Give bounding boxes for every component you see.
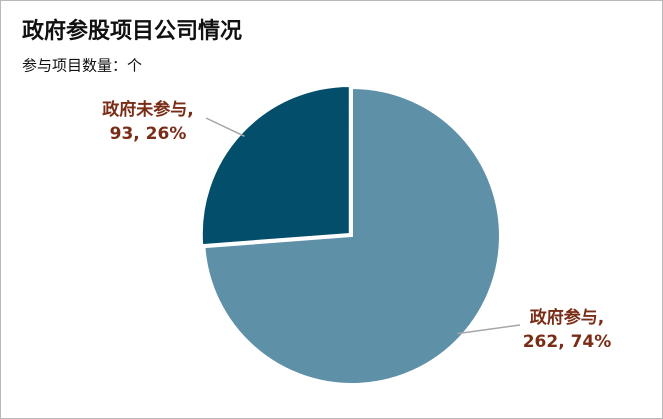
pie-slice (203, 86, 501, 385)
chart-title: 政府参股项目公司情况 (22, 18, 242, 44)
data-label: 93, 26% (110, 124, 187, 144)
data-label: 262, 74% (523, 332, 612, 352)
pie-slice (200, 84, 351, 247)
data-label-name: 政府参与, (530, 307, 604, 328)
leader-line (205, 117, 245, 138)
chart-subtitle: 参与项目数量：个 (22, 57, 142, 75)
leader-line (457, 324, 521, 335)
data-label-name: 政府未参与, (102, 99, 193, 120)
